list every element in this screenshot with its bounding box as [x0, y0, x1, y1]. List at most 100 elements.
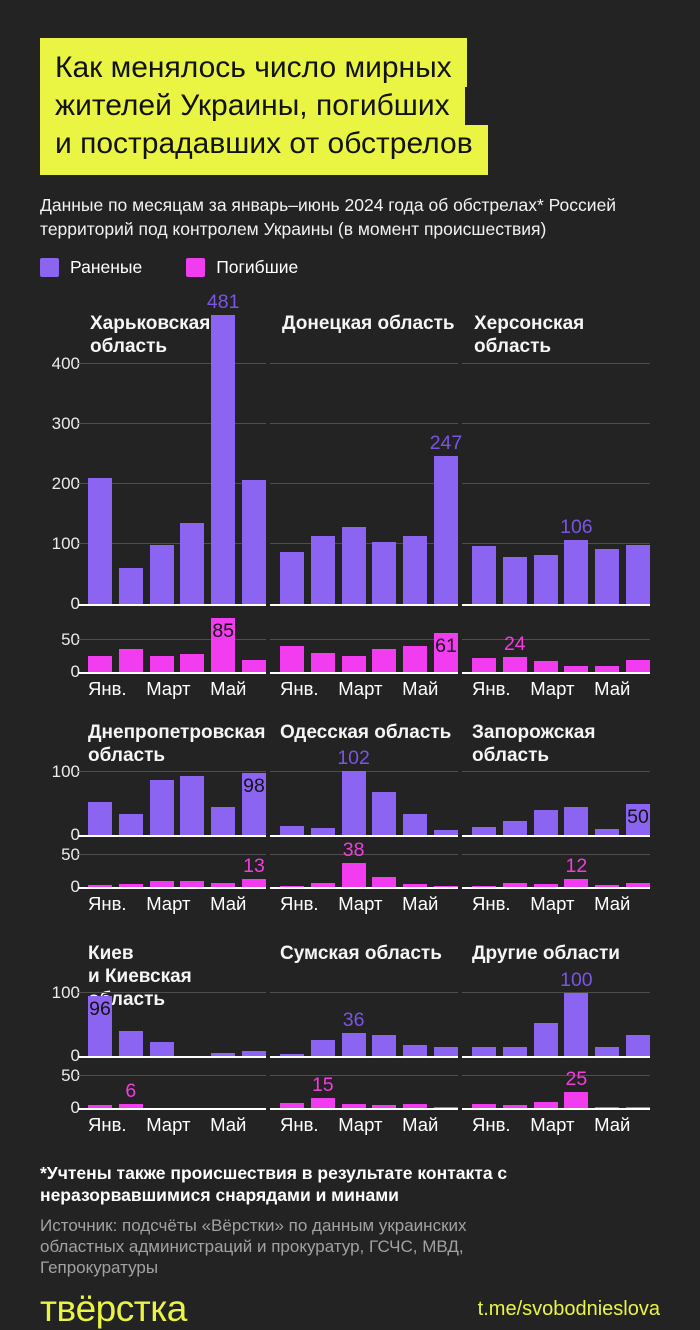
bar — [180, 771, 205, 835]
bar — [118, 771, 143, 835]
bar — [625, 992, 650, 1056]
gridline — [78, 639, 266, 641]
bar-fill — [310, 536, 335, 604]
axis-baseline — [78, 603, 266, 606]
bar-fill — [533, 1102, 558, 1108]
bar — [180, 992, 204, 1056]
bar — [403, 618, 428, 672]
bar — [625, 618, 650, 672]
bar-fill — [88, 802, 112, 835]
bar-value-label: 13 — [243, 854, 265, 877]
bars: 106 — [472, 314, 650, 604]
axis-ticks: 0 100 — [40, 763, 88, 844]
bar — [472, 1074, 496, 1108]
chart-row-2: 0 100 0 50 Киев и Киевская область 96 6 Янв. Март… — [40, 942, 660, 1136]
axis-tick: 50 — [61, 845, 80, 865]
gridline — [270, 992, 458, 993]
bar — [211, 1074, 235, 1108]
bar-value-label: 247 — [429, 431, 463, 454]
bar: 247 — [430, 314, 462, 604]
axis-tick: 100 — [51, 762, 80, 781]
killed-swatch-icon — [186, 258, 206, 277]
telegram-link[interactable]: t.me/svobodnieslova — [477, 1297, 660, 1320]
bar-value-label: 24 — [503, 632, 526, 655]
month-axis: Янв. Март Май — [472, 893, 650, 915]
bar-fill — [433, 1106, 458, 1108]
month-spacer — [319, 1114, 339, 1136]
bar — [310, 618, 335, 672]
source-note: Источник: подсчёты «Вёрстки» по данным у… — [40, 1216, 467, 1277]
month-spacer — [511, 893, 531, 915]
bar — [403, 771, 428, 835]
bar-fill — [241, 773, 266, 835]
bar: 12 — [564, 853, 589, 887]
month-spacer — [574, 893, 594, 915]
bar-value-label: 102 — [337, 746, 370, 769]
month-spacer — [438, 678, 458, 700]
gridline — [270, 639, 458, 641]
axis-ticks: 0 100 200 300 400 — [40, 314, 88, 613]
subtitle: Данные по месяцам за январь–июнь 2024 го… — [40, 195, 617, 239]
month-label: Май — [402, 678, 439, 699]
axis-tick: 300 — [51, 414, 80, 433]
axis-baseline — [462, 603, 650, 606]
axis-tick: 0 — [70, 825, 80, 844]
bar — [310, 771, 335, 835]
bar — [280, 853, 304, 887]
month-label: Янв. — [280, 678, 319, 699]
axis-ticks: 0 50 — [40, 846, 88, 896]
bar-value-label: 50 — [627, 805, 649, 828]
bars: 15 — [280, 1074, 458, 1108]
bar: 98 — [241, 771, 266, 835]
bar — [88, 771, 112, 835]
bar-fill — [241, 878, 266, 887]
bar — [280, 771, 304, 835]
bar — [241, 314, 266, 604]
bar-fill — [433, 1047, 458, 1056]
bar — [472, 618, 496, 672]
chart-panel: Харьковская область 481 85 Янв. Март Май — [78, 292, 266, 700]
wounded-chart: 98 — [78, 771, 266, 837]
panel-title-line: Днепропетровская — [88, 722, 266, 743]
bar-fill — [502, 821, 527, 835]
bar — [280, 314, 304, 604]
month-spacer — [319, 678, 339, 700]
gridline — [462, 992, 650, 993]
bar — [118, 992, 143, 1056]
panel-title: Запорожская область — [472, 721, 650, 767]
bar-fill — [310, 1098, 335, 1108]
month-label: Май — [210, 678, 247, 699]
chart-panel: Киев и Киевская область 96 6 Янв. Март Май — [78, 942, 266, 1136]
bar — [372, 314, 397, 604]
month-spacer — [574, 1114, 594, 1136]
bar-fill — [241, 479, 266, 604]
month-label: Янв. — [88, 893, 127, 914]
bar — [310, 314, 335, 604]
month-label: Янв. — [280, 1114, 319, 1135]
wounded-chart: 36 — [270, 992, 458, 1058]
gridline — [78, 1075, 266, 1077]
bar — [372, 992, 397, 1056]
bar — [372, 1074, 397, 1108]
bar — [241, 618, 266, 672]
bar-fill — [372, 1035, 397, 1056]
month-label: Март — [146, 1114, 191, 1135]
bar — [595, 1074, 620, 1108]
bar — [149, 618, 174, 672]
axis-baseline — [462, 1107, 650, 1110]
bar — [149, 314, 174, 604]
bar-fill — [625, 1035, 650, 1056]
bar-fill — [564, 806, 589, 835]
month-label: Март — [338, 678, 383, 699]
month-spacer — [382, 678, 402, 700]
axis-tick: 0 — [70, 662, 80, 681]
axis-baseline — [270, 1055, 458, 1058]
bar-fill — [211, 807, 236, 835]
month-spacer — [438, 893, 458, 915]
bars: 98 — [88, 771, 266, 835]
gridline — [462, 1075, 650, 1077]
bar-fill — [472, 885, 496, 887]
month-label: Янв. — [472, 678, 511, 699]
bar — [241, 992, 266, 1056]
axis-tick: 0 — [70, 1046, 80, 1065]
